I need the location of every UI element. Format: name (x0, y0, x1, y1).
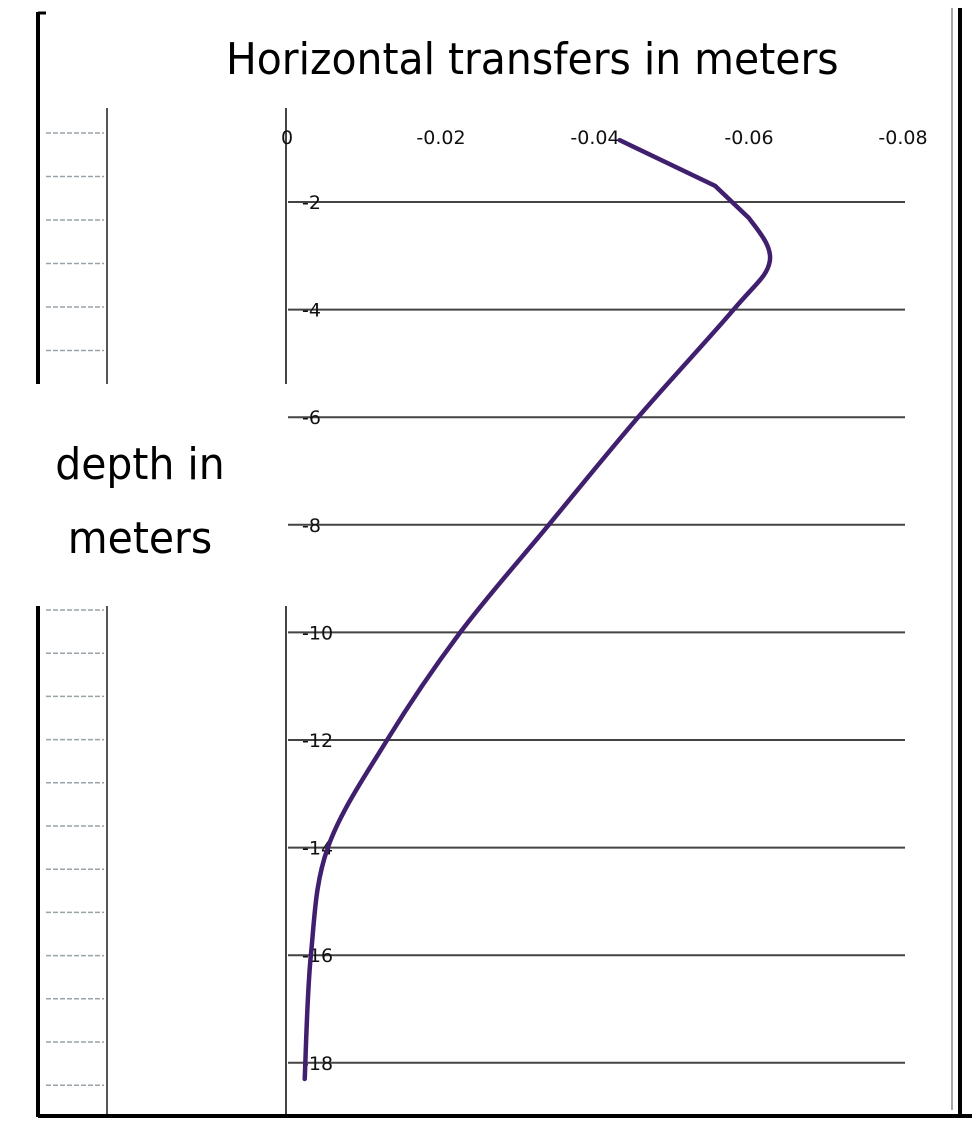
y-tick-label: -4 (302, 300, 321, 322)
horizontal-gridlines (288, 201, 905, 1064)
chart-title: Horizontal transfers in meters (226, 34, 839, 85)
y-tick-label: -10 (302, 622, 333, 644)
x-axis-ticks: 0 -0.02 -0.04 -0.06 -0.08 (281, 127, 928, 149)
y-axis-label-line1: depth in (55, 439, 225, 490)
x-tick-label: -0.02 (416, 127, 465, 149)
y-tick-label: -6 (302, 407, 321, 429)
y-axis-ticks: -2-4-6-8-10-12-14-16-18 (302, 192, 333, 1075)
y-tick-label: -18 (302, 1053, 333, 1075)
x-tick-label: 0 (281, 127, 293, 149)
x-tick-label: -0.06 (724, 127, 773, 149)
y-axis-label: depth in meters (28, 428, 251, 576)
y-tick-label: -8 (302, 515, 321, 537)
y-tick-label: -12 (302, 730, 333, 752)
data-curve (302, 137, 773, 1082)
y-tick-label: -2 (302, 192, 321, 214)
x-tick-label: -0.08 (878, 127, 927, 149)
x-tick-label: -0.04 (570, 127, 619, 149)
y-tick-label: -16 (302, 945, 333, 967)
left-ruler (46, 108, 108, 1114)
outer-frame (36, 8, 972, 1118)
y-axis-label-line2: meters (67, 513, 213, 564)
